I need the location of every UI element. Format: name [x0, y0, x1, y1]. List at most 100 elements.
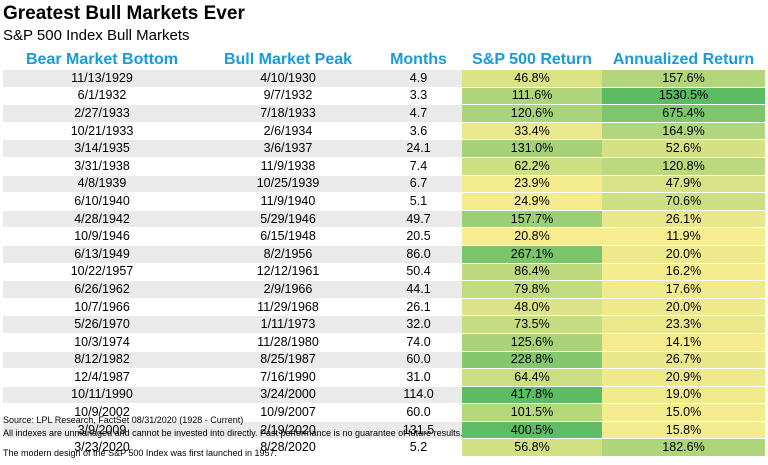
months-cell: 86.0: [375, 245, 462, 264]
bull-peak-cell: 5/29/1946: [201, 210, 375, 229]
months-cell: 60.0: [375, 403, 462, 422]
bull-peak-cell: 11/9/1940: [201, 192, 375, 211]
months-cell: 5.2: [375, 438, 462, 458]
bull-peak-cell: 12/12/1961: [201, 263, 375, 282]
table-row: 12/4/1987 7/16/1990 31.0 64.4% 20.9%: [3, 368, 765, 387]
bull-peak-cell: 11/28/1980: [201, 333, 375, 352]
months-cell: 7.4: [375, 157, 462, 176]
bear-bottom-cell: 8/12/1982: [3, 351, 201, 370]
bear-bottom-cell: 6/1/1932: [3, 87, 201, 106]
bear-bottom-cell: 10/9/1946: [3, 227, 201, 246]
months-cell: 4.7: [375, 104, 462, 123]
annualized-return-cell: 120.8%: [602, 157, 765, 176]
table-header-row: Bear Market Bottom Bull Market Peak Mont…: [3, 49, 765, 70]
bull-peak-cell: 6/15/1948: [201, 227, 375, 246]
column-header-annualized-return: Annualized Return: [612, 50, 755, 68]
table-row: 10/11/1990 3/24/2000 114.0 417.8% 19.0%: [3, 386, 765, 405]
page-title: Greatest Bull Markets Ever: [3, 3, 245, 24]
table-row: 6/1/1932 9/7/1932 3.3 111.6% 1530.5%: [3, 87, 765, 106]
history-note: The modern design of the S&P 500 Index w…: [3, 448, 278, 458]
column-header-bull-peak: Bull Market Peak: [223, 50, 353, 68]
annualized-return-cell: 23.3%: [602, 315, 765, 334]
months-cell: 3.6: [375, 122, 462, 141]
bull-peak-cell: 7/16/1990: [201, 368, 375, 387]
bull-peak-cell: 7/18/1933: [201, 104, 375, 123]
table-row: 10/22/1957 12/12/1961 50.4 86.4% 16.2%: [3, 263, 765, 282]
sp500-return-cell: 86.4%: [462, 263, 602, 282]
sp500-return-cell: 125.6%: [462, 333, 602, 352]
bear-bottom-cell: 10/3/1974: [3, 333, 201, 352]
table-row: 10/21/1933 2/6/1934 3.6 33.4% 164.9%: [3, 122, 765, 141]
months-cell: 26.1: [375, 298, 462, 317]
annualized-return-cell: 15.8%: [602, 421, 765, 440]
table-row: 3/9/2009 2/19/2020 131.5 400.5% 15.8%: [3, 421, 765, 440]
bear-bottom-cell: 3/23/2020: [3, 438, 201, 458]
table-row: 3/31/1938 11/9/1938 7.4 62.2% 120.8%: [3, 157, 765, 176]
sp500-return-cell: 157.7%: [462, 210, 602, 229]
bear-bottom-cell: 6/26/1962: [3, 280, 201, 299]
months-cell: 60.0: [375, 351, 462, 370]
bull-peak-cell: 11/9/1938: [201, 157, 375, 176]
sp500-return-cell: 46.8%: [462, 70, 602, 88]
sp500-return-cell: 20.8%: [462, 227, 602, 246]
annualized-return-cell: 20.0%: [602, 298, 765, 317]
bear-bottom-cell: 2/27/1933: [3, 104, 201, 123]
bear-bottom-cell: 6/10/1940: [3, 192, 201, 211]
bear-bottom-cell: 4/8/1939: [3, 175, 201, 194]
sp500-return-cell: 120.6%: [462, 104, 602, 123]
months-cell: 5.1: [375, 192, 462, 211]
annualized-return-cell: 19.0%: [602, 386, 765, 405]
table-row: 6/13/1949 8/2/1956 86.0 267.1% 20.0%: [3, 245, 765, 264]
annualized-return-cell: 26.1%: [602, 210, 765, 229]
bull-peak-cell: 11/29/1968: [201, 298, 375, 317]
bear-bottom-cell: 12/4/1987: [3, 368, 201, 387]
bull-peak-cell: 2/6/1934: [201, 122, 375, 141]
bull-peak-cell: 10/9/2007: [201, 403, 375, 422]
annualized-return-cell: 157.6%: [602, 70, 765, 88]
annualized-return-cell: 15.0%: [602, 403, 765, 422]
bear-bottom-cell: 3/14/1935: [3, 139, 201, 158]
sp500-return-cell: 33.4%: [462, 122, 602, 141]
sp500-return-cell: 101.5%: [462, 403, 602, 422]
months-cell: 3.3: [375, 87, 462, 106]
table-row: 6/10/1940 11/9/1940 5.1 24.9% 70.6%: [3, 192, 765, 211]
annualized-return-cell: 52.6%: [602, 139, 765, 158]
months-cell: 74.0: [375, 333, 462, 352]
table-row: 10/3/1974 11/28/1980 74.0 125.6% 14.1%: [3, 333, 765, 352]
bear-bottom-cell: 10/21/1933: [3, 122, 201, 141]
sp500-return-cell: 400.5%: [462, 421, 602, 440]
months-cell: 20.5: [375, 227, 462, 246]
bear-bottom-cell: 10/9/2002: [3, 403, 201, 422]
table-row: 4/8/1939 10/25/1939 6.7 23.9% 47.9%: [3, 175, 765, 194]
sp500-return-cell: 267.1%: [462, 245, 602, 264]
table-body: 11/13/1929 4/10/1930 4.9 46.8% 157.6% 6/1/193…: [3, 70, 765, 458]
months-cell: 32.0: [375, 315, 462, 334]
bull-peak-cell: 2/9/1966: [201, 280, 375, 299]
table-row: 10/9/1946 6/15/1948 20.5 20.8% 11.9%: [3, 227, 765, 246]
bear-bottom-cell: 4/28/1942: [3, 210, 201, 229]
sp500-return-cell: 111.6%: [462, 87, 602, 106]
bear-bottom-cell: 10/11/1990: [3, 386, 201, 405]
bear-bottom-cell: 3/9/2009: [3, 421, 201, 440]
bull-peak-cell: 8/28/2020: [201, 438, 375, 458]
sp500-return-cell: 228.8%: [462, 351, 602, 370]
disclaimer-note: All indexes are unmanaged and cannot be …: [3, 428, 463, 438]
table-row: 10/9/2002 10/9/2007 60.0 101.5% 15.0%: [3, 403, 765, 422]
table-row: 5/26/1970 1/11/1973 32.0 73.5% 23.3%: [3, 315, 765, 334]
annualized-return-cell: 47.9%: [602, 175, 765, 194]
source-note: Source: LPL Research, FactSet 08/31/2020…: [3, 415, 244, 425]
sp500-return-cell: 73.5%: [462, 315, 602, 334]
table-row: 4/28/1942 5/29/1946 49.7 157.7% 26.1%: [3, 210, 765, 229]
months-cell: 6.7: [375, 175, 462, 194]
months-cell: 24.1: [375, 139, 462, 158]
bull-peak-cell: 1/11/1973: [201, 315, 375, 334]
sp500-return-cell: 417.8%: [462, 386, 602, 405]
months-cell: 4.9: [375, 70, 462, 88]
bear-bottom-cell: 5/26/1970: [3, 315, 201, 334]
bull-peak-cell: 2/19/2020: [201, 421, 375, 440]
table-row: 3/14/1935 3/6/1937 24.1 131.0% 52.6%: [3, 139, 765, 158]
months-cell: 49.7: [375, 210, 462, 229]
annualized-return-cell: 70.6%: [602, 192, 765, 211]
annualized-return-cell: 20.9%: [602, 368, 765, 387]
column-header-months: Months: [390, 50, 447, 68]
